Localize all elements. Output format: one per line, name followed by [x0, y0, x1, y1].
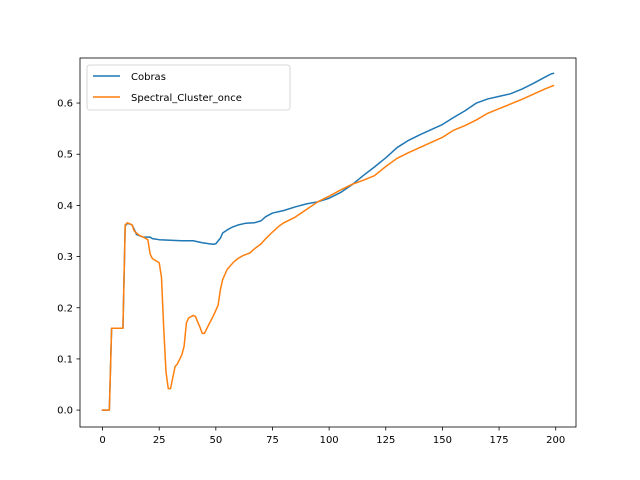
legend-label-0: Cobras [131, 72, 166, 83]
x-tick-label: 75 [266, 435, 279, 446]
x-tick-label: 150 [433, 435, 452, 446]
x-tick-label: 200 [546, 435, 565, 446]
series-line-1 [101, 84, 555, 411]
y-tick-label: 0.2 [57, 303, 73, 314]
plot-frame [79, 57, 577, 428]
y-tick-label: 0.6 [57, 99, 73, 110]
x-tick-label: 125 [376, 435, 395, 446]
x-tick-label: 50 [209, 435, 222, 446]
series-layer [101, 72, 555, 411]
y-axis: 0.0 0.1 0.2 0.3 0.4 0.5 0.6 [57, 99, 80, 417]
legend-label-1: Spectral_Cluster_once [131, 93, 242, 104]
x-tick-label: 0 [99, 435, 105, 446]
x-axis: 0 25 50 75 100 125 150 175 200 [99, 427, 565, 446]
y-tick-label: 0.4 [57, 201, 73, 212]
y-tick-label: 0.0 [57, 406, 73, 417]
plot-area [80, 58, 576, 427]
y-tick-label: 0.3 [57, 252, 73, 263]
y-tick-label: 0.1 [57, 354, 73, 365]
x-tick-label: 25 [153, 435, 166, 446]
legend: Cobras Spectral_Cluster_once [86, 64, 291, 111]
legend-box [86, 64, 291, 111]
x-tick-label: 100 [320, 435, 339, 446]
y-tick-label: 0.5 [57, 150, 73, 161]
x-tick-label: 175 [490, 435, 509, 446]
